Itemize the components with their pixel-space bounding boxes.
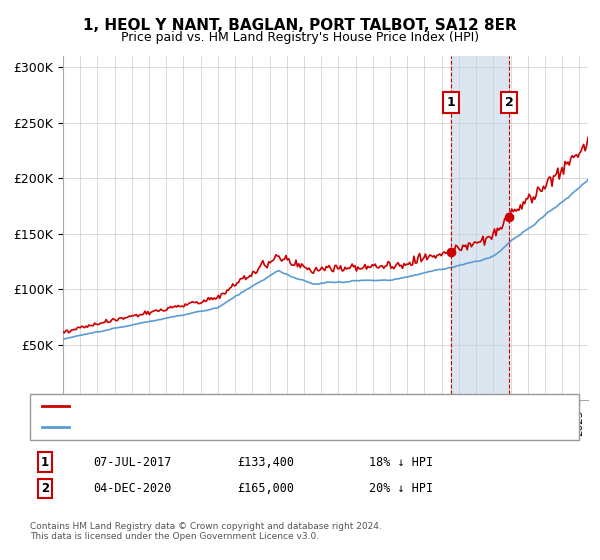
Text: 18% ↓ HPI: 18% ↓ HPI — [369, 455, 433, 469]
Text: 20% ↓ HPI: 20% ↓ HPI — [369, 482, 433, 495]
Bar — [451, 56, 509, 400]
Text: 1: 1 — [446, 96, 455, 109]
Text: £133,400: £133,400 — [237, 455, 294, 469]
Text: 1: 1 — [41, 455, 49, 469]
Text: 04-DEC-2020: 04-DEC-2020 — [93, 482, 172, 495]
Text: 2: 2 — [41, 482, 49, 495]
Text: £165,000: £165,000 — [237, 482, 294, 495]
Text: 1, HEOL Y NANT, BAGLAN, PORT TALBOT, SA12 8ER: 1, HEOL Y NANT, BAGLAN, PORT TALBOT, SA1… — [83, 18, 517, 33]
Text: Contains HM Land Registry data © Crown copyright and database right 2024.
This d: Contains HM Land Registry data © Crown c… — [30, 522, 382, 542]
Text: 1, HEOL Y NANT, BAGLAN, PORT TALBOT, SA12 8ER (detached house): 1, HEOL Y NANT, BAGLAN, PORT TALBOT, SA1… — [75, 401, 455, 411]
Text: HPI: Average price, detached house, Neath Port Talbot: HPI: Average price, detached house, Neat… — [75, 422, 371, 432]
Text: 07-JUL-2017: 07-JUL-2017 — [93, 455, 172, 469]
Text: 2: 2 — [505, 96, 514, 109]
Text: Price paid vs. HM Land Registry's House Price Index (HPI): Price paid vs. HM Land Registry's House … — [121, 31, 479, 44]
